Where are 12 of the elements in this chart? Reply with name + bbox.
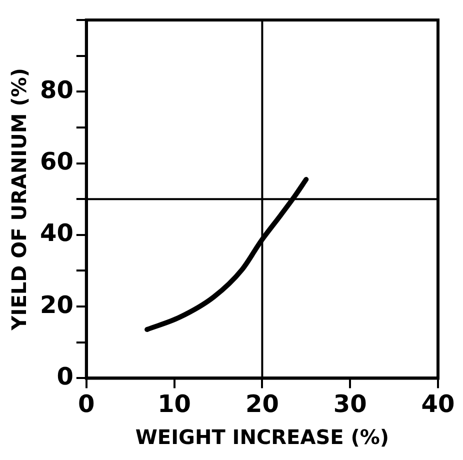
y-tick-label: 80	[40, 76, 74, 104]
x-tick-label: 10	[158, 390, 191, 418]
x-axis-title: WEIGHT INCREASE (%)	[135, 425, 390, 450]
x-tick-label: 30	[333, 390, 367, 418]
y-tick-label: 0	[56, 362, 74, 390]
y-tick-label: 60	[40, 148, 74, 176]
y-tick-label: 40	[40, 219, 74, 248]
x-tick-label: 40	[421, 390, 455, 418]
x-tick-label: 20	[245, 390, 279, 418]
x-tick-label: 0	[78, 390, 95, 418]
y-axis-title: YIELD OF URANIUM (%)	[7, 68, 32, 332]
y-tick-label: 20	[40, 290, 74, 319]
